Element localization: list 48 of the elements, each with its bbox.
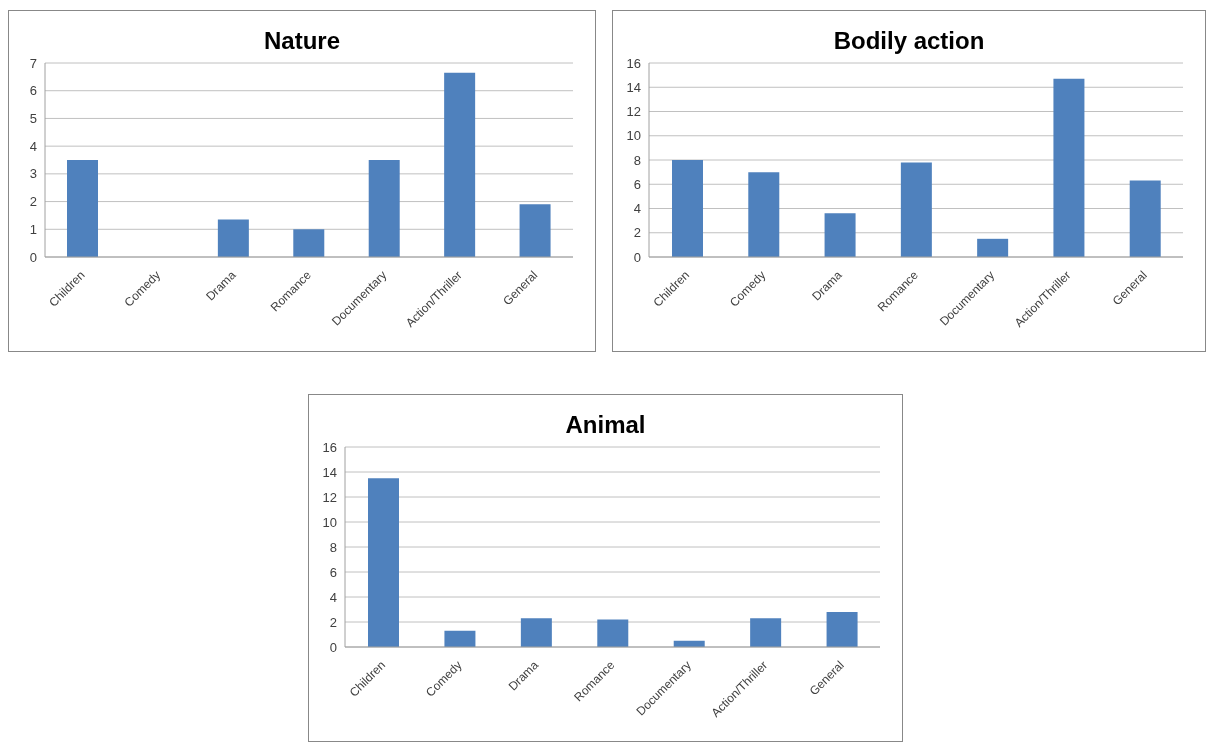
bar — [293, 229, 325, 257]
bar — [748, 172, 780, 257]
y-tick-label: 6 — [633, 176, 641, 192]
bar — [750, 618, 782, 647]
chart-title: Bodily action — [832, 27, 986, 56]
bar — [67, 160, 98, 257]
bar — [977, 238, 1009, 257]
y-tick-label: 3 — [29, 166, 37, 182]
bar — [1053, 78, 1085, 257]
y-tick-label: 8 — [633, 152, 641, 168]
y-tick-label: 10 — [626, 128, 641, 144]
bar — [368, 160, 400, 257]
y-tick-label: 2 — [29, 194, 37, 210]
bar — [597, 619, 629, 647]
y-tick-label: 14 — [322, 464, 337, 480]
bar — [1129, 180, 1161, 257]
y-tick-label: 4 — [633, 201, 641, 217]
y-tick-label: 12 — [626, 104, 641, 120]
y-tick-label: 7 — [29, 55, 37, 71]
y-tick-label: 16 — [322, 439, 337, 455]
y-tick-label: 0 — [29, 249, 37, 265]
y-tick-label: 4 — [329, 589, 337, 605]
bar — [900, 162, 932, 257]
y-tick-label: 5 — [29, 111, 37, 127]
bar — [444, 630, 476, 647]
bar — [444, 72, 476, 257]
y-tick-label: 0 — [633, 249, 641, 265]
y-tick-label: 10 — [322, 514, 337, 530]
bar — [672, 160, 703, 257]
y-tick-label: 8 — [329, 539, 337, 555]
bar — [217, 219, 249, 257]
chart-title: Animal — [564, 411, 647, 440]
y-tick-label: 12 — [322, 489, 337, 505]
y-tick-label: 2 — [329, 614, 337, 630]
bar — [824, 213, 856, 257]
y-tick-label: 4 — [29, 138, 37, 154]
bar — [519, 204, 551, 257]
y-tick-label: 16 — [626, 55, 641, 71]
bar — [520, 618, 552, 647]
y-tick-label: 6 — [29, 83, 37, 99]
bar — [826, 612, 858, 647]
y-tick-label: 14 — [626, 79, 641, 95]
y-tick-label: 0 — [329, 639, 337, 655]
y-tick-label: 1 — [29, 221, 37, 237]
y-tick-label: 6 — [329, 564, 337, 580]
bar — [368, 478, 399, 647]
y-tick-label: 2 — [633, 225, 641, 241]
chart-title: Nature — [263, 27, 341, 56]
